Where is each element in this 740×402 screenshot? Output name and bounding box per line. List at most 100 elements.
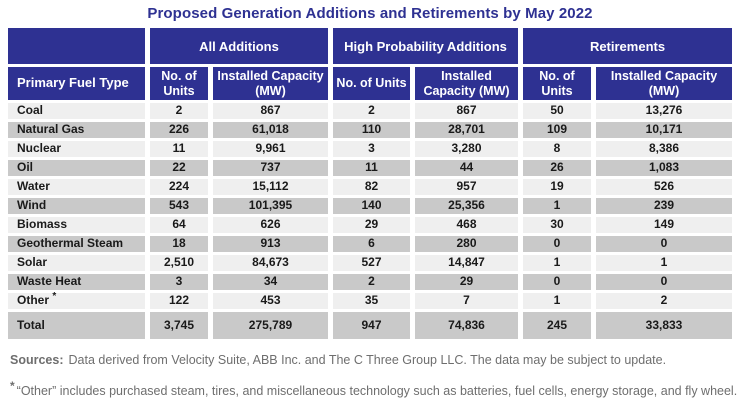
hp-units-cell: 29 [333,217,410,233]
all-capacity-cell: 913 [213,236,328,252]
fuel-type-cell: Wind [8,198,145,214]
hp-capacity-cell: 468 [415,217,518,233]
primary-fuel-type-header: Primary Fuel Type [8,67,145,100]
table-row-natural-gas: Natural Gas 226 61,018 110 28,701 109 10… [8,122,733,138]
hp-capacity-cell: 25,356 [415,198,518,214]
hp-units-cell: 35 [333,293,410,309]
table-row-coal: Coal 2 867 2 867 50 13,276 [8,103,733,119]
ret-capacity-cell: 1,083 [596,160,733,176]
corner-cell [8,28,145,64]
ret-capacity-cell: 239 [596,198,733,214]
hp-capacity-header: Installed Capacity (MW) [415,67,518,100]
ret-units-cell: 1 [523,198,591,214]
ret-units-cell: 19 [523,179,591,195]
hp-units-cell: 2 [333,274,410,290]
hp-capacity-cell: 29 [415,274,518,290]
sources-text: Data derived from Velocity Suite, ABB In… [68,353,667,367]
all-units-cell: 2,510 [150,255,208,271]
group-header-all-additions: All Additions [150,28,328,64]
ret-units-cell: 0 [523,236,591,252]
ret-units-cell: 50 [523,103,591,119]
hp-capacity-cell: 28,701 [415,122,518,138]
table-row-total: Total 3,745 275,789 947 74,836 245 33,83… [8,312,733,339]
ret-capacity-cell: 1 [596,255,733,271]
hp-units-cell: 2 [333,103,410,119]
hp-units-cell: 110 [333,122,410,138]
hp-units-cell: 3 [333,141,410,157]
all-capacity-header: Installed Capacity (MW) [213,67,328,100]
all-capacity-cell: 737 [213,160,328,176]
hp-capacity-cell: 280 [415,236,518,252]
hp-units-cell: 947 [333,312,410,339]
ret-units-cell: 1 [523,293,591,309]
all-units-cell: 224 [150,179,208,195]
fuel-type-cell: Nuclear [8,141,145,157]
ret-capacity-cell: 33,833 [596,312,733,339]
hp-units-header: No. of Units [333,67,410,100]
ret-units-cell: 109 [523,122,591,138]
all-capacity-cell: 867 [213,103,328,119]
hp-capacity-cell: 44 [415,160,518,176]
fuel-type-cell: Total [8,312,145,339]
table-row-solar: Solar 2,510 84,673 527 14,847 1 1 [8,255,733,271]
table-row-other: Other * 122 453 35 7 1 2 [8,291,733,309]
all-units-header: No. of Units [150,67,208,100]
ret-units-header: No. of Units [523,67,591,100]
all-capacity-cell: 61,018 [213,122,328,138]
all-capacity-cell: 275,789 [213,312,328,339]
ret-units-cell: 0 [523,274,591,290]
ret-capacity-cell: 10,171 [596,122,733,138]
hp-capacity-cell: 74,836 [415,312,518,339]
fuel-type-cell: Biomass [8,217,145,233]
fuel-type-cell: Natural Gas [8,122,145,138]
all-units-cell: 3 [150,274,208,290]
all-units-cell: 226 [150,122,208,138]
footnote-marker: * [10,378,15,393]
sources-label: Sources: [10,353,64,367]
footnote-marker-icon: * [52,291,57,303]
ret-capacity-cell: 13,276 [596,103,733,119]
all-capacity-cell: 15,112 [213,179,328,195]
hp-capacity-cell: 7 [415,293,518,309]
all-units-cell: 122 [150,293,208,309]
all-capacity-cell: 34 [213,274,328,290]
table-row-oil: Oil 22 737 11 44 26 1,083 [8,160,733,176]
ret-units-cell: 1 [523,255,591,271]
all-capacity-cell: 453 [213,293,328,309]
ret-capacity-cell: 2 [596,293,733,309]
hp-units-cell: 11 [333,160,410,176]
ret-units-cell: 8 [523,141,591,157]
sources-note: Sources: Data derived from Velocity Suite… [10,353,740,367]
all-units-cell: 543 [150,198,208,214]
generation-table: All Additions High Probability Additions… [3,25,737,342]
fuel-type-cell: Solar [8,255,145,271]
table-row-water: Water 224 15,112 82 957 19 526 [8,179,733,195]
column-header-row: Primary Fuel Type No. of Units Installed… [8,67,733,100]
all-units-cell: 64 [150,217,208,233]
all-units-cell: 22 [150,160,208,176]
ret-capacity-cell: 0 [596,274,733,290]
ret-capacity-cell: 149 [596,217,733,233]
all-units-cell: 2 [150,103,208,119]
hp-capacity-cell: 867 [415,103,518,119]
ret-units-cell: 30 [523,217,591,233]
table-row-waste-heat: Waste Heat 3 34 2 29 0 0 [8,274,733,290]
fuel-type-label: Other [17,293,50,308]
all-units-cell: 11 [150,141,208,157]
footnote-text: “Other” includes purchased steam, tires,… [16,384,738,398]
hp-units-cell: 82 [333,179,410,195]
fuel-type-cell: Other * [8,291,145,309]
ret-capacity-cell: 8,386 [596,141,733,157]
ret-capacity-header: Installed Capacity (MW) [596,67,733,100]
ret-capacity-cell: 526 [596,179,733,195]
group-header-retirements: Retirements [523,28,733,64]
all-capacity-cell: 626 [213,217,328,233]
hp-units-cell: 6 [333,236,410,252]
ret-units-cell: 245 [523,312,591,339]
all-capacity-cell: 84,673 [213,255,328,271]
hp-capacity-cell: 957 [415,179,518,195]
hp-units-cell: 140 [333,198,410,214]
page-title: Proposed Generation Additions and Retire… [147,5,593,22]
hp-capacity-cell: 14,847 [415,255,518,271]
